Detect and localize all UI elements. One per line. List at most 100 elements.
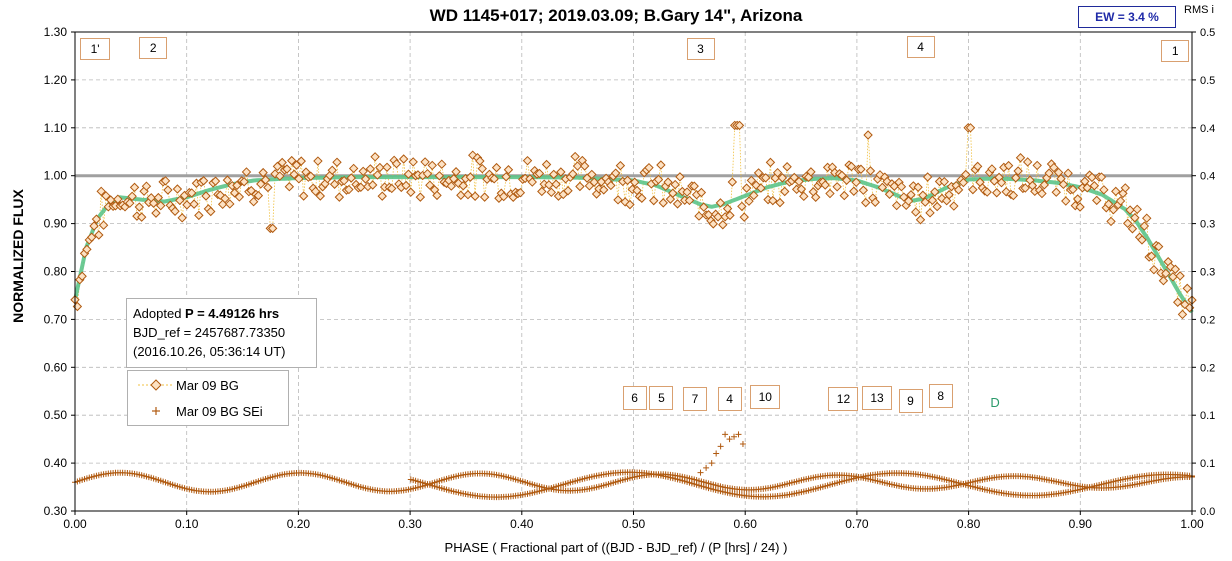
flux-point [1063, 168, 1073, 178]
legend: Mar 09 BG Mar 09 BG SEi [127, 370, 289, 426]
flux-point [77, 271, 87, 281]
flux-point [794, 176, 804, 187]
flux-point [927, 195, 938, 206]
flux-point [1142, 213, 1152, 223]
flux-point [737, 201, 747, 212]
y-tick-label: 1.00 [44, 169, 68, 183]
flux-point [861, 197, 871, 208]
flux-point [501, 172, 511, 182]
flux-point [551, 179, 561, 189]
flux-point [151, 208, 161, 218]
flux-point [1158, 276, 1169, 286]
flux-point [406, 187, 416, 197]
period-value: P = 4.49126 hrs [185, 306, 280, 321]
flux-point [1049, 162, 1059, 173]
y-tick-label: 0.50 [44, 408, 68, 422]
y2-tick-label: 0.0 [1200, 506, 1215, 518]
x-tick-label: 0.60 [734, 517, 758, 531]
x-tick-label: 0.10 [175, 517, 199, 531]
y-tick-label: 1.30 [44, 25, 68, 39]
flux-point [220, 193, 230, 204]
flux-point [575, 181, 585, 192]
flux-point [911, 207, 921, 217]
flux-point [863, 130, 873, 140]
rms-series [72, 431, 1195, 501]
annotation-mid-6: 12 [828, 387, 859, 411]
flux-point [996, 177, 1007, 188]
flux-point [289, 169, 299, 180]
rms-point [708, 460, 715, 467]
y-tick-label: 0.80 [44, 265, 68, 279]
flux-point [579, 161, 590, 171]
flux-point [982, 187, 992, 197]
flux-point [260, 175, 271, 185]
flux-point [953, 185, 964, 195]
flux-point [718, 220, 728, 230]
flux-point [637, 193, 647, 203]
ew-badge: EW = 3.4 % [1078, 6, 1176, 28]
y-tick-label: 1.20 [44, 73, 68, 87]
flux-point [622, 175, 633, 186]
flux-point [1120, 183, 1131, 193]
legend-label-flux: Mar 09 BG [176, 377, 239, 393]
flux-point [877, 182, 888, 193]
y2-tick-label: 0.3 [1200, 267, 1215, 279]
rms-point [697, 469, 704, 476]
flux-point [870, 197, 880, 207]
flux-point [287, 155, 297, 166]
flux-point [348, 163, 359, 174]
flux-point [1082, 183, 1092, 193]
legend-diamond-icon [138, 379, 174, 391]
flux-point [263, 182, 273, 193]
flux-point [267, 223, 278, 234]
flux-point [1037, 188, 1047, 199]
flux-point [391, 159, 402, 169]
flux-point [387, 183, 397, 194]
flux-point [86, 232, 97, 242]
flux-point [222, 175, 233, 185]
flux-point [153, 192, 164, 203]
y2-tick-label: 0.5 [1200, 75, 1215, 87]
period-prefix: Adopted [133, 306, 186, 321]
tick-labels: 0.00 0.10 0.20 0.30 0.40 0.50 0.60 0.70 0.80 0.90… [44, 25, 1216, 531]
flux-point [1044, 168, 1054, 178]
flux-point [599, 185, 609, 195]
flux-point [820, 180, 830, 190]
flux-point [313, 156, 323, 166]
y2-tick-label: 0.1 [1200, 458, 1215, 470]
flux-point [825, 188, 835, 199]
flux-point [291, 160, 302, 170]
flux-point [629, 177, 640, 187]
flux-point [527, 177, 537, 187]
flux-series [70, 120, 1197, 320]
flux-point [744, 196, 754, 206]
flux-point [201, 191, 211, 201]
flux-point [856, 164, 866, 174]
y2-tick-label: 0.1 [1200, 410, 1215, 422]
flux-point [1168, 272, 1178, 282]
flux-point [606, 180, 616, 191]
flux-point [210, 176, 221, 186]
flux-point [465, 172, 476, 182]
flux-point [125, 198, 135, 208]
flux-point [1022, 157, 1033, 167]
flux-point [284, 182, 295, 192]
flux-point [1013, 166, 1023, 176]
flux-point [327, 165, 337, 175]
flux-point [1089, 181, 1100, 191]
flux-point [372, 170, 383, 180]
flux-point [91, 214, 102, 224]
flux-point [344, 184, 354, 195]
flux-point [810, 192, 821, 202]
flux-point [1068, 184, 1078, 195]
flux-point [563, 186, 573, 196]
flux-point [239, 177, 249, 187]
flux-point [334, 192, 345, 202]
flux-point [658, 198, 668, 208]
flux-point [339, 175, 349, 186]
flux-point [282, 164, 292, 174]
y-tick-label: 0.40 [44, 456, 68, 470]
annotation-mid-3: 7 [682, 387, 707, 411]
flux-point [756, 183, 766, 193]
